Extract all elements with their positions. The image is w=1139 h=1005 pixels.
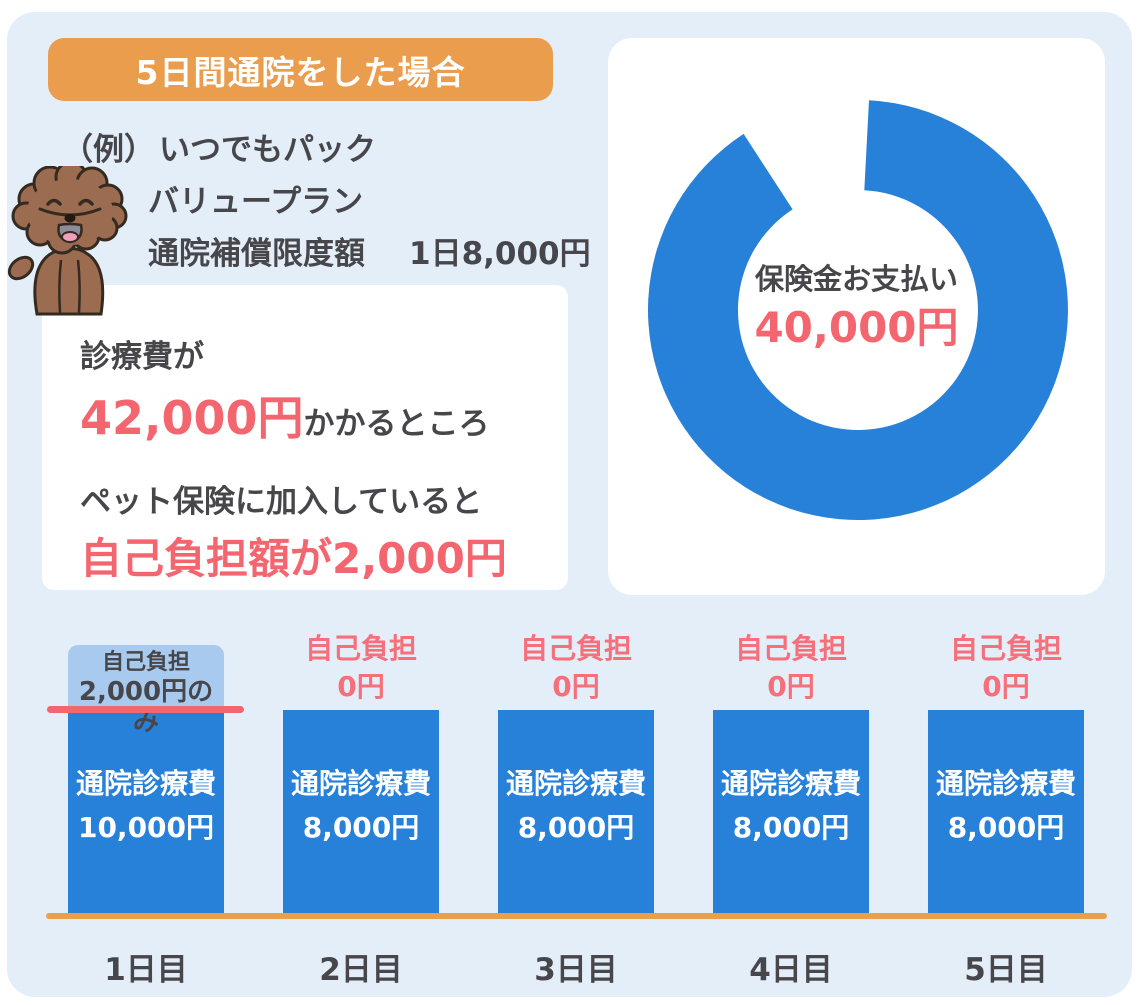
insurance-condition-text: ペット保険に加入していると xyxy=(80,484,483,520)
selfpay-highlight-box-day1: 自己負担 2,000円のみ xyxy=(68,645,224,737)
bar-cost-label-day1: 通院診療費 xyxy=(75,767,216,800)
total-cost-amount: 42,000円 xyxy=(80,391,304,445)
payout-donut-card: 保険金お支払い 40,000円 xyxy=(608,38,1105,595)
bar-text-day3: 通院診療費 8,000円 xyxy=(498,762,654,850)
bar-cost-value-day1: 10,000円 xyxy=(77,811,215,844)
cost-amount-suffix: かかるところ xyxy=(303,406,490,442)
selfpay-note-day4: 自己負担 0円 xyxy=(713,630,869,706)
axis-baseline xyxy=(46,913,1107,919)
selfpay-value-day3: 0円 xyxy=(552,670,600,703)
bar-day2: 通院診療費 8,000円 xyxy=(283,710,439,913)
bar-text-day2: 通院診療費 8,000円 xyxy=(283,762,439,850)
dog-illustration xyxy=(7,166,128,316)
day-label-1: 1日目 xyxy=(104,952,188,988)
example-block: （例） いつでもパック バリュープラン 通院補償限度額 1日8,000円 xyxy=(62,124,591,280)
bar-cost-value-day3: 8,000円 xyxy=(517,811,635,844)
dog-nose xyxy=(64,213,76,223)
bar-cost-label-day5: 通院診療費 xyxy=(935,767,1076,800)
example-prefix: （例） xyxy=(62,132,155,168)
dog-eye-right xyxy=(78,198,94,206)
dog-face xyxy=(27,179,113,245)
day-label-3: 3日目 xyxy=(534,952,618,988)
bar-text-day4: 通院診療費 8,000円 xyxy=(713,762,869,850)
selfpay-underline-day1 xyxy=(47,706,244,713)
dog-tongue xyxy=(61,231,79,243)
bar-text-day1: 通院診療費 10,000円 xyxy=(68,762,224,850)
coverage-limit-label: 通院補償限度額 xyxy=(148,236,365,272)
selfpay-label-day2: 自己負担 xyxy=(304,632,417,665)
selfpay-value-day2: 0円 xyxy=(337,670,385,703)
bar-day3: 通院診療費 8,000円 xyxy=(498,710,654,913)
coverage-limit-line: 通院補償限度額 1日8,000円 xyxy=(62,228,591,280)
bar-cost-label-day4: 通院診療費 xyxy=(720,767,861,800)
selfpay-value-day5: 0円 xyxy=(982,670,1030,703)
selfpay-label-day3: 自己負担 xyxy=(519,632,632,665)
title-badge: 5日間通院をした場合 xyxy=(48,38,553,101)
donut-chart xyxy=(647,100,1068,521)
day-label-2: 2日目 xyxy=(319,952,403,988)
payout-amount: 40,000円 xyxy=(754,303,959,352)
bar-cost-label-day3: 通院診療費 xyxy=(505,767,646,800)
day-label-5: 5日目 xyxy=(964,952,1048,988)
selfpay-value-day4: 0円 xyxy=(767,670,815,703)
bar-cost-label-day2: 通院診療費 xyxy=(290,767,431,800)
plan-name-line-1: いつでもパック xyxy=(159,132,376,168)
selfpay-note-day3: 自己負担 0円 xyxy=(498,630,654,706)
selfpay-note-day5: 自己負担 0円 xyxy=(928,630,1084,706)
selfpay-label-day4: 自己負担 xyxy=(734,632,847,665)
title-text: 5日間通院をした場合 xyxy=(135,52,466,92)
day-label-4: 4日目 xyxy=(749,952,833,988)
dog-eye-left xyxy=(46,198,62,206)
payout-label: 保険金お支払い xyxy=(754,262,958,296)
bar-day1: 通院診療費 10,000円 xyxy=(68,710,224,913)
cost-highlight-card: 診療費が 42,000円かかるところ ペット保険に加入していると 自己負担額が2… xyxy=(42,285,568,590)
cost-amount-line: 42,000円かかるところ xyxy=(80,382,568,448)
self-pay-conclusion: 自己負担額が2,000円 xyxy=(80,534,507,583)
bar-cost-value-day4: 8,000円 xyxy=(732,811,850,844)
plan-name-line-2: バリュープラン xyxy=(148,184,364,220)
selfpay-note-day2: 自己負担 0円 xyxy=(283,630,439,706)
example-line-1: （例） いつでもパック xyxy=(62,124,591,176)
bar-cost-value-day2: 8,000円 xyxy=(302,811,420,844)
bar-text-day5: 通院診療費 8,000円 xyxy=(928,762,1084,850)
cost-intro-text: 診療費が xyxy=(80,339,204,375)
coverage-limit-value: 1日8,000円 xyxy=(409,236,591,272)
bar-day4: 通院診療費 8,000円 xyxy=(713,710,869,913)
selfpay-label-day1: 自己負担 xyxy=(101,650,190,675)
bar-day5: 通院診療費 8,000円 xyxy=(928,710,1084,913)
dog-body xyxy=(33,247,105,316)
selfpay-label-day5: 自己負担 xyxy=(949,632,1062,665)
bar-cost-value-day5: 8,000円 xyxy=(947,811,1065,844)
donut-ring-segment xyxy=(647,100,1068,521)
